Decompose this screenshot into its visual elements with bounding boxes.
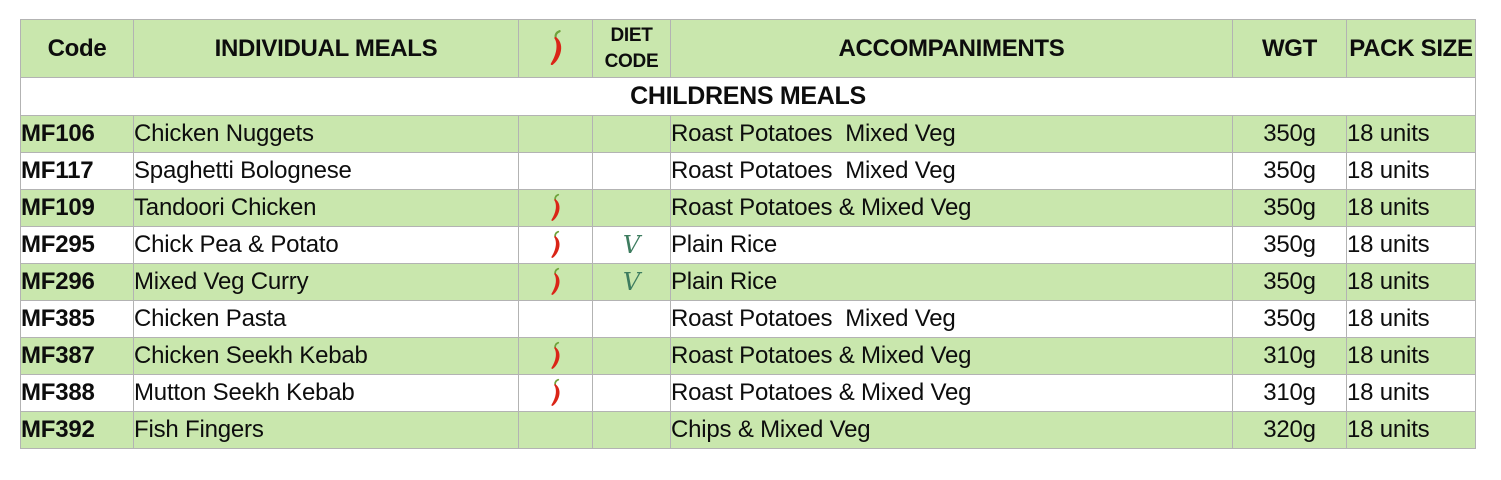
pack-size-cell: 18 units xyxy=(1346,152,1476,190)
section-title: CHILDRENS MEALS xyxy=(20,77,1476,116)
spice-cell xyxy=(518,337,593,375)
pack-size-cell: 18 units xyxy=(1346,374,1476,412)
table-row: MF296 Mixed Veg Curry V Plain Rice 350g … xyxy=(20,263,1476,301)
meal-name-cell: Chick Pea & Potato xyxy=(133,226,519,264)
weight-cell: 350g xyxy=(1232,300,1347,338)
col-header-accompaniments: ACCOMPANIMENTS xyxy=(670,19,1233,78)
spice-cell xyxy=(518,374,593,412)
table-row: MF385 Chicken Pasta Roast Potatoes Mixed… xyxy=(20,300,1476,338)
weight-cell: 350g xyxy=(1232,226,1347,264)
table-row: MF106 Chicken Nuggets Roast Potatoes Mix… xyxy=(20,115,1476,153)
spice-cell xyxy=(518,263,593,301)
accompaniments-cell: Plain Rice xyxy=(670,226,1233,264)
meal-name-cell: Fish Fingers xyxy=(133,411,519,449)
meal-code-cell: MF109 xyxy=(20,189,134,227)
chili-icon xyxy=(550,29,561,65)
table-row: MF387 Chicken Seekh Kebab Roast Potatoes… xyxy=(20,337,1476,375)
meal-name-cell: Chicken Nuggets xyxy=(133,115,519,153)
diet-code-cell: V xyxy=(592,226,671,264)
accompaniments-cell: Chips & Mixed Veg xyxy=(670,411,1233,449)
pack-size-cell: 18 units xyxy=(1346,337,1476,375)
spice-cell xyxy=(518,226,593,264)
pack-size-cell: 18 units xyxy=(1346,411,1476,449)
section-row: CHILDRENS MEALS xyxy=(20,77,1476,116)
accompaniments-cell: Roast Potatoes & Mixed Veg xyxy=(670,374,1233,412)
meal-code-cell: MF117 xyxy=(20,152,134,190)
spice-cell xyxy=(518,300,593,338)
header-row: Code INDIVIDUAL MEALS DIET CODE ACCOMPAN… xyxy=(20,19,1476,78)
diet-code-cell xyxy=(592,337,671,375)
diet-header-line1: DIET xyxy=(610,24,653,46)
meal-name-cell: Mixed Veg Curry xyxy=(133,263,519,301)
spice-cell xyxy=(518,115,593,153)
spice-cell xyxy=(518,152,593,190)
col-header-wgt: WGT xyxy=(1232,19,1347,78)
col-header-individual-meals: INDIVIDUAL MEALS xyxy=(133,19,519,78)
meal-name-cell: Tandoori Chicken xyxy=(133,189,519,227)
spicy-chili-icon xyxy=(551,193,560,221)
table-row: MF388 Mutton Seekh Kebab Roast Potatoes … xyxy=(20,374,1476,412)
diet-code-cell xyxy=(592,152,671,190)
meal-code-cell: MF296 xyxy=(20,263,134,301)
meal-code-cell: MF392 xyxy=(20,411,134,449)
spicy-chili-icon xyxy=(551,341,560,369)
meal-name-cell: Mutton Seekh Kebab xyxy=(133,374,519,412)
diet-code-cell xyxy=(592,115,671,153)
weight-cell: 350g xyxy=(1232,263,1347,301)
meals-table: Code INDIVIDUAL MEALS DIET CODE ACCOMPAN… xyxy=(20,19,1476,449)
diet-code-cell xyxy=(592,411,671,449)
pack-size-cell: 18 units xyxy=(1346,189,1476,227)
weight-cell: 320g xyxy=(1232,411,1347,449)
table-row: MF109 Tandoori Chicken Roast Potatoes & … xyxy=(20,189,1476,227)
meals-price-list: Code INDIVIDUAL MEALS DIET CODE ACCOMPAN… xyxy=(20,19,1476,449)
accompaniments-cell: Roast Potatoes Mixed Veg xyxy=(670,115,1233,153)
meal-name-cell: Chicken Pasta xyxy=(133,300,519,338)
accompaniments-cell: Roast Potatoes & Mixed Veg xyxy=(670,189,1233,227)
spicy-chili-icon xyxy=(551,267,560,295)
diet-code-cell xyxy=(592,300,671,338)
accompaniments-cell: Roast Potatoes & Mixed Veg xyxy=(670,337,1233,375)
table-row: MF392 Fish Fingers Chips & Mixed Veg 320… xyxy=(20,411,1476,449)
weight-cell: 350g xyxy=(1232,152,1347,190)
col-header-code: Code xyxy=(20,19,134,78)
meal-code-cell: MF106 xyxy=(20,115,134,153)
meal-code-cell: MF388 xyxy=(20,374,134,412)
meal-code-cell: MF387 xyxy=(20,337,134,375)
meal-name-cell: Chicken Seekh Kebab xyxy=(133,337,519,375)
spicy-chili-icon xyxy=(551,378,560,406)
spicy-chili-icon xyxy=(551,230,560,258)
weight-cell: 350g xyxy=(1232,189,1347,227)
table-row: MF295 Chick Pea & Potato V Plain Rice 35… xyxy=(20,226,1476,264)
table-body: CHILDRENS MEALS MF106 Chicken Nuggets Ro… xyxy=(20,77,1476,449)
spice-cell xyxy=(518,189,593,227)
table-row: MF117 Spaghetti Bolognese Roast Potatoes… xyxy=(20,152,1476,190)
diet-code-cell xyxy=(592,374,671,412)
diet-code-cell xyxy=(592,189,671,227)
weight-cell: 350g xyxy=(1232,115,1347,153)
pack-size-cell: 18 units xyxy=(1346,263,1476,301)
diet-code-cell: V xyxy=(592,263,671,301)
pack-size-cell: 18 units xyxy=(1346,115,1476,153)
meal-name-cell: Spaghetti Bolognese xyxy=(133,152,519,190)
accompaniments-cell: Roast Potatoes Mixed Veg xyxy=(670,152,1233,190)
spice-cell xyxy=(518,411,593,449)
pack-size-cell: 18 units xyxy=(1346,300,1476,338)
meal-code-cell: MF295 xyxy=(20,226,134,264)
col-header-pack-size: PACK SIZE xyxy=(1346,19,1476,78)
diet-header-line2: CODE xyxy=(604,50,659,72)
accompaniments-cell: Plain Rice xyxy=(670,263,1233,301)
pack-size-cell: 18 units xyxy=(1346,226,1476,264)
col-header-diet-code: DIET CODE xyxy=(592,19,671,78)
weight-cell: 310g xyxy=(1232,374,1347,412)
weight-cell: 310g xyxy=(1232,337,1347,375)
meal-code-cell: MF385 xyxy=(20,300,134,338)
accompaniments-cell: Roast Potatoes Mixed Veg xyxy=(670,300,1233,338)
col-header-spice xyxy=(518,19,593,78)
